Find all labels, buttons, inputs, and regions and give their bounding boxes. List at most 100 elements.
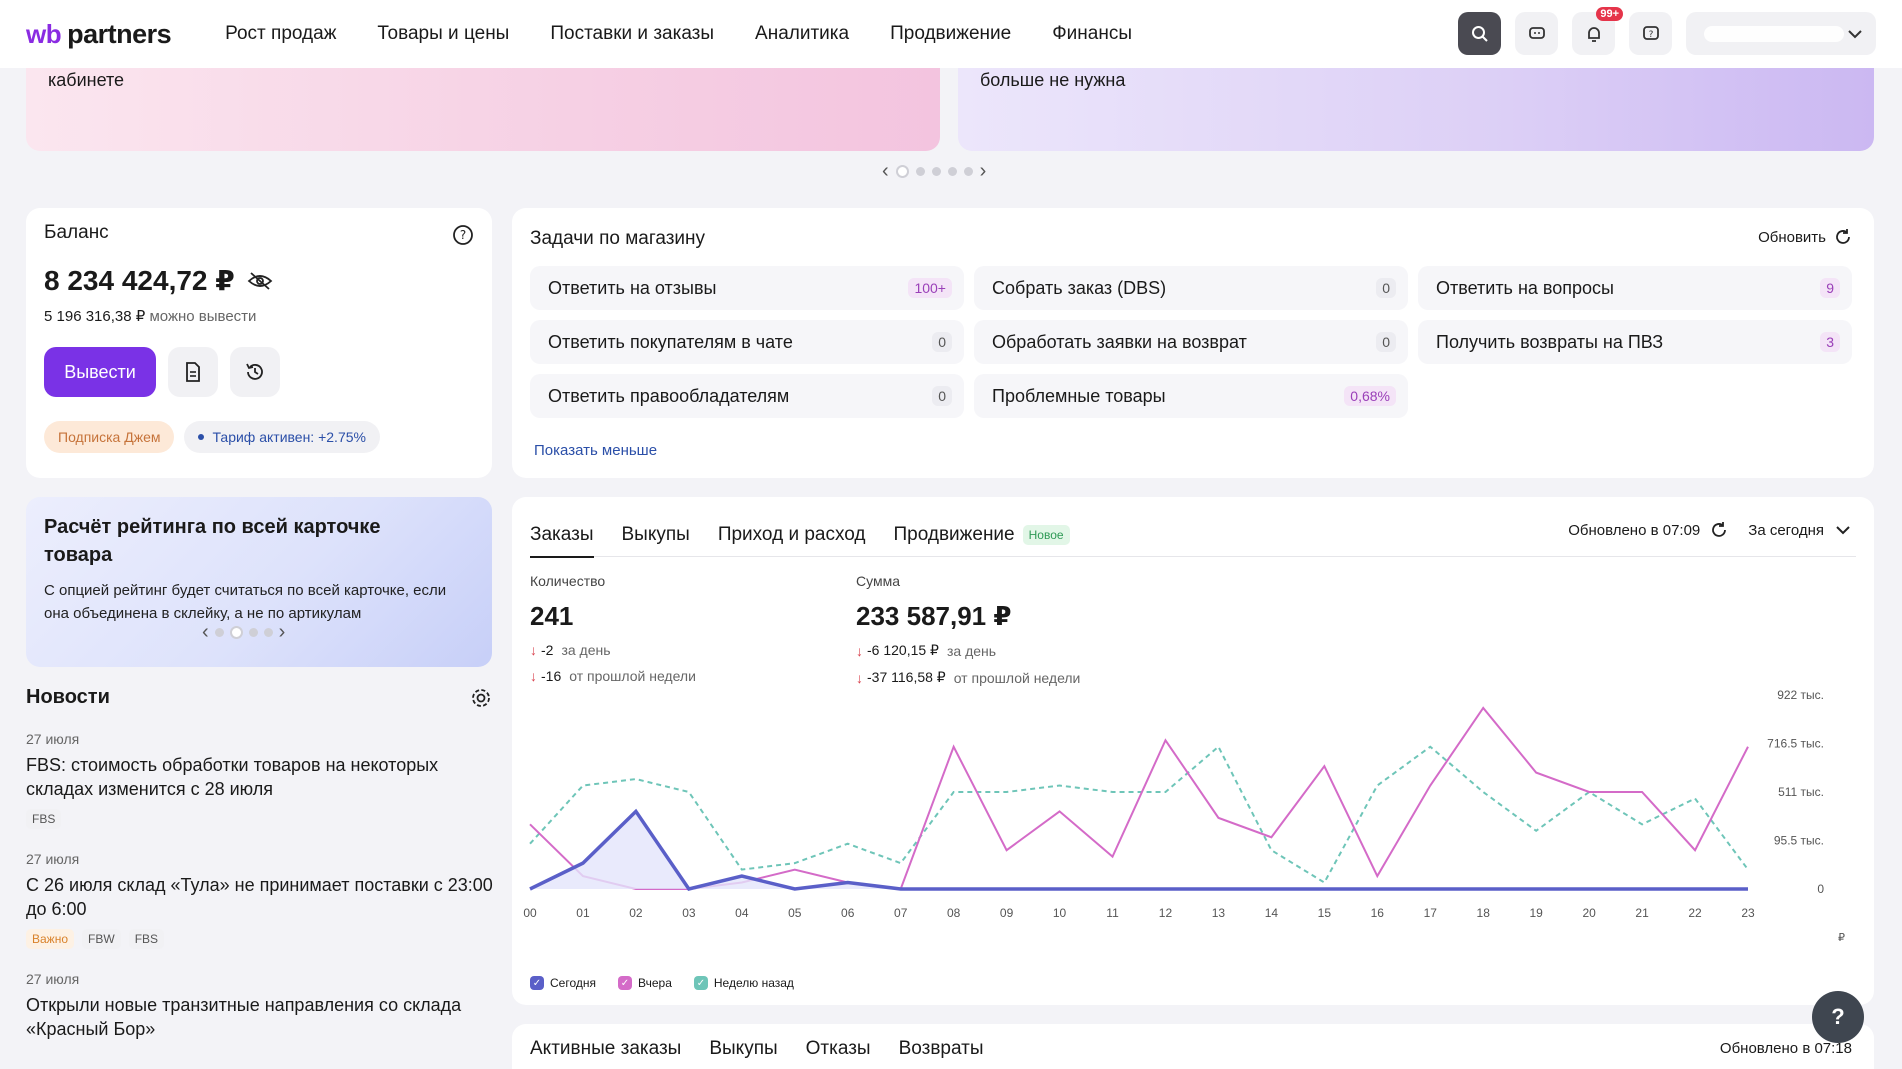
eye-off-icon[interactable]: [247, 270, 273, 292]
legend-item[interactable]: ✓ Неделю назад: [693, 976, 794, 990]
chevron-down-icon[interactable]: [1834, 521, 1852, 539]
task-label: Обработать заявки на возврат: [992, 331, 1247, 352]
news-date: 27 июля: [26, 851, 80, 867]
task-item[interactable]: Собрать заказ (DBS) 0: [974, 266, 1408, 310]
task-item[interactable]: Обработать заявки на возврат 0: [974, 320, 1408, 364]
refresh-icon[interactable]: [1710, 521, 1728, 539]
pager-dot[interactable]: [214, 628, 224, 637]
task-count-badge: 0,68%: [1344, 386, 1396, 406]
arrow-down-icon: ↓: [856, 669, 863, 686]
nav-sales-growth[interactable]: Рост продаж: [225, 23, 337, 44]
period-select[interactable]: За сегодня: [1748, 521, 1824, 539]
tab-returns[interactable]: Возвраты: [898, 1038, 984, 1059]
pager-dot[interactable]: [931, 167, 941, 176]
tab-promotion-label: Продвижение: [893, 523, 1015, 545]
chevron-right-icon[interactable]: ›: [278, 621, 286, 643]
x-tick-label: 00: [523, 906, 537, 920]
show-less-link[interactable]: Показать меньше: [534, 442, 658, 459]
x-tick-label: 01: [576, 906, 590, 920]
news-item[interactable]: 27 июля Открыли новые транзитные направле…: [26, 971, 492, 1041]
tab-active-orders[interactable]: Активные заказы: [530, 1038, 682, 1059]
nav-products-prices[interactable]: Товары и цены: [377, 23, 510, 44]
legend-item[interactable]: ✓ Вчера: [618, 976, 672, 990]
news-item[interactable]: 27 июля С 26 июля склад «Тула» не принима…: [26, 851, 493, 949]
news-tag: FBS: [26, 809, 62, 829]
tab-refusals[interactable]: Отказы: [805, 1038, 871, 1059]
news-item-title: С 26 июля склад «Тула» не принимает пост…: [26, 875, 493, 919]
gear-icon[interactable]: [470, 687, 492, 709]
news-item[interactable]: 27 июля FBS: стоимость обработки товаров …: [26, 731, 492, 829]
checkbox-icon: ✓: [618, 976, 632, 990]
header-actions: 99+ ?: [1458, 7, 1876, 55]
task-item[interactable]: Ответить на вопросы 9: [1418, 266, 1852, 310]
refresh-icon: [1836, 229, 1850, 244]
tasks-refresh-button[interactable]: Обновить: [1758, 228, 1852, 246]
nav-promotion[interactable]: Продвижение: [890, 23, 1012, 44]
x-tick-label: 02: [629, 906, 643, 920]
sum-week-delta-row: ↓ -37 116,58 ₽ от прошлой недели: [856, 669, 1182, 686]
chat-button[interactable]: [1515, 12, 1558, 55]
withdrawable-row: 5 196 316,38 ₽ можно вывести: [44, 307, 474, 325]
pager-dot[interactable]: [915, 167, 925, 176]
notifications-button[interactable]: 99+: [1572, 7, 1623, 55]
tab-buyouts[interactable]: Выкупы: [621, 523, 690, 545]
promo-banner-left[interactable]: кабинете: [26, 68, 940, 151]
x-tick-label: 18: [1477, 906, 1491, 920]
nav-supplies-orders[interactable]: Поставки и заказы: [550, 23, 715, 44]
task-item[interactable]: Ответить покупателям в чате 0: [530, 320, 964, 364]
support-button[interactable]: ?: [1629, 12, 1672, 55]
x-tick-label: 10: [1053, 906, 1067, 920]
tab-income-expense[interactable]: Приход и расход: [717, 523, 866, 545]
chevron-right-icon[interactable]: ›: [979, 160, 987, 182]
promo-banner-right[interactable]: больше не нужна: [958, 68, 1874, 151]
withdrawable-label: можно вывести: [149, 308, 257, 325]
balance-card: Баланс ? 8 234 424,72 ₽ 5 196 316,38 ₽ м…: [26, 208, 492, 478]
task-item[interactable]: Проблемные товары 0,68%: [974, 374, 1408, 418]
news-tags: FBS: [26, 809, 492, 829]
question-icon[interactable]: ?: [452, 224, 474, 246]
tab-promotion[interactable]: Продвижение Новое: [894, 513, 1070, 557]
pager-dot[interactable]: [229, 626, 243, 639]
checkbox-icon: ✓: [530, 976, 544, 990]
history-button[interactable]: [230, 347, 280, 397]
tariff-tag[interactable]: Тариф активен: +2.75%: [184, 421, 380, 453]
pager-dot[interactable]: [963, 167, 973, 176]
subscription-tag[interactable]: Подписка Джем: [44, 421, 175, 453]
help-fab-button[interactable]: ?: [1812, 991, 1864, 1043]
x-tick-label: 22: [1688, 906, 1702, 920]
x-tick-label: 13: [1212, 906, 1226, 920]
legend-item[interactable]: ✓ Сегодня: [530, 976, 596, 990]
news-title: Новости: [26, 686, 110, 708]
notifications-badge: 99+: [1596, 7, 1623, 21]
chevron-left-icon[interactable]: ‹: [202, 621, 209, 643]
withdraw-button[interactable]: Вывести: [44, 347, 156, 397]
sum-day-delta-row: ↓ -6 120,15 ₽ за день: [856, 642, 1182, 659]
chevron-left-icon[interactable]: ‹: [882, 160, 889, 182]
news-tags: Важно FBW FBS: [26, 929, 492, 949]
wb-partners-logo[interactable]: wb partners: [26, 19, 172, 50]
qty-metric: Количество 241 ↓ -2 за день ↓ -16 от про…: [530, 573, 856, 686]
tab-orders[interactable]: Заказы: [530, 513, 594, 558]
task-item[interactable]: Ответить на отзывы 100+: [530, 266, 964, 310]
nav-finance[interactable]: Финансы: [1052, 23, 1132, 44]
rating-promo-card[interactable]: Расчёт рейтинга по всей карточке товара …: [26, 497, 492, 667]
task-item[interactable]: Получить возвраты на ПВЗ 3: [1418, 320, 1852, 364]
pager-dot[interactable]: [263, 628, 273, 637]
y-tick-label: 716.5 тыс.: [1767, 737, 1824, 751]
top-bar: wb partners Рост продаж Товары и цены По…: [0, 0, 1902, 68]
promo-title: Расчёт рейтинга по всей карточке товара: [44, 516, 381, 566]
report-button[interactable]: [168, 347, 218, 397]
search-button[interactable]: [1458, 12, 1501, 55]
task-label: Получить возвраты на ПВЗ: [1436, 331, 1664, 352]
x-tick-label: 17: [1424, 906, 1438, 920]
pager-dot[interactable]: [947, 167, 957, 176]
qty-value: 241: [530, 601, 574, 631]
chat-icon: [1528, 26, 1545, 39]
nav-analytics[interactable]: Аналитика: [755, 23, 850, 44]
pager-dot[interactable]: [895, 165, 909, 178]
task-item[interactable]: Ответить правообладателям 0: [530, 374, 964, 418]
news-header: Новости: [26, 686, 492, 709]
account-selector[interactable]: [1686, 12, 1876, 55]
pager-dot[interactable]: [248, 628, 258, 637]
tab-buyouts-list[interactable]: Выкупы: [709, 1038, 778, 1059]
